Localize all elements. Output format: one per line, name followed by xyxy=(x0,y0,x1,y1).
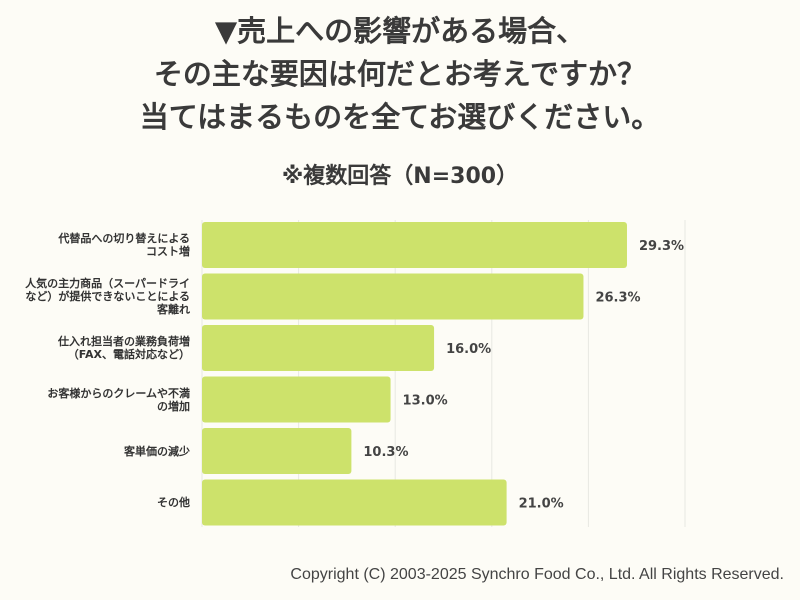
category-label: 代替品への切り替えによる コスト増 xyxy=(58,232,190,258)
category-label-line: お客様からのクレームや不満 xyxy=(47,386,190,400)
category-label-line: 客単価の減少 xyxy=(124,444,190,458)
data-label: 26.3% xyxy=(595,291,640,306)
bar xyxy=(202,325,435,371)
chart-title: ▼売上への影響がある場合、 その主な要因は何だとお考えですか？ 当てはまるものを… xyxy=(0,10,800,139)
category-label-line: など）が提供できないことによる xyxy=(25,290,190,303)
category-label-line: 客離れ xyxy=(157,303,190,316)
category-label-line: 代替品への切り替えによる xyxy=(58,232,190,245)
bar xyxy=(202,428,352,474)
category-label: お客様からのクレームや不満 の増加 xyxy=(47,387,190,413)
bar xyxy=(202,222,627,268)
category-label-line: 仕入れ担当者の業務負荷増 xyxy=(58,335,190,348)
title-line: 当てはまるものを全てお選びください。 xyxy=(139,100,661,134)
category-label: 人気の主力商品（スーパードライ など）が提供できないことによる 客離れ xyxy=(25,277,190,316)
bar xyxy=(202,273,584,320)
data-label: 16.0% xyxy=(446,342,491,357)
data-label: 21.0% xyxy=(519,497,564,512)
data-label: 29.3% xyxy=(639,239,684,254)
bar xyxy=(202,479,507,526)
copyright: Copyright (C) 2003-2025 Synchro Food Co.… xyxy=(290,566,784,583)
category-label-line: 人気の主力商品（スーパードライ xyxy=(25,277,190,290)
category-label-line: コスト増 xyxy=(146,245,190,258)
category-label: 客単価の減少 xyxy=(124,445,190,458)
category-label-line: （FAX、電話対応など） xyxy=(67,348,190,361)
title-line: ▼売上への影響がある場合、 xyxy=(214,14,586,48)
title-line: その主な要因は何だとお考えですか？ xyxy=(153,57,647,91)
data-label: 10.3% xyxy=(363,445,408,460)
category-label: 仕入れ担当者の業務負荷増 （FAX、電話対応など） xyxy=(58,335,190,361)
category-label-line: の増加 xyxy=(157,399,190,413)
category-label: その他 xyxy=(157,496,190,509)
data-label: 13.0% xyxy=(403,394,448,409)
bar xyxy=(202,376,391,423)
chart-subtitle: ※複数回答（N=300） xyxy=(281,164,519,189)
category-label-line: その他 xyxy=(157,496,190,509)
